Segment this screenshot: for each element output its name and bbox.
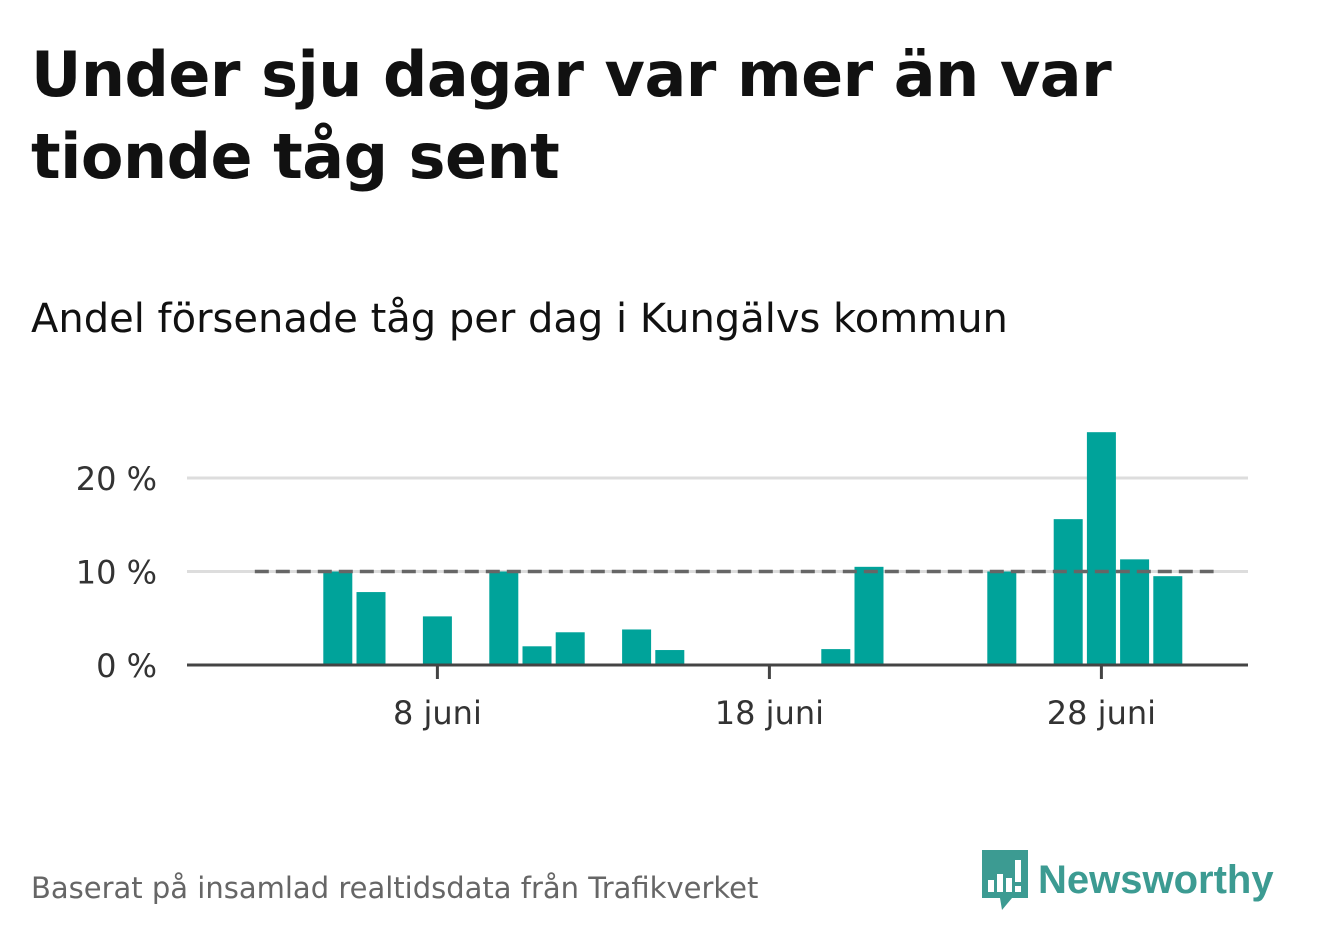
chart-subtitle: Andel försenade tåg per dag i Kungälvs k… xyxy=(31,296,1008,342)
source-note: Baserat på insamlad realtidsdata från Tr… xyxy=(31,871,759,905)
bar xyxy=(356,592,386,665)
bar xyxy=(655,650,685,665)
bars xyxy=(323,432,1183,665)
bar xyxy=(1053,519,1083,665)
brand-logo: Newsworthy xyxy=(980,848,1274,912)
axes xyxy=(187,663,1248,679)
bar xyxy=(422,616,452,665)
y-tick-label: 10 % xyxy=(76,554,157,592)
bar xyxy=(522,646,552,665)
bar xyxy=(1086,432,1116,665)
x-tick-label: 8 juni xyxy=(393,694,482,732)
bar xyxy=(489,571,519,665)
bar xyxy=(622,629,652,665)
x-tick-label: 18 juni xyxy=(715,694,824,732)
x-tick-label: 28 juni xyxy=(1047,694,1156,732)
tick-labels: 0 % 10 % 20 % 8 juni 18 juni 28 juni xyxy=(76,460,1156,732)
bar-chart-speech-bubble-icon xyxy=(982,850,1028,910)
bar xyxy=(1120,559,1150,665)
y-tick-label: 20 % xyxy=(76,460,157,498)
bar xyxy=(854,566,884,665)
bar xyxy=(1153,576,1183,665)
chart-title: Under sju dagar var mer än var tionde tå… xyxy=(31,38,1112,193)
bar xyxy=(323,571,353,665)
bar xyxy=(987,571,1017,665)
brand-name: Newsworthy xyxy=(1038,857,1274,902)
y-tick-label: 0 % xyxy=(96,647,157,685)
bar-chart: 0 % 10 % 20 % 8 juni 18 juni 28 juni xyxy=(76,432,1248,732)
bar xyxy=(555,632,585,665)
bar xyxy=(821,649,851,665)
